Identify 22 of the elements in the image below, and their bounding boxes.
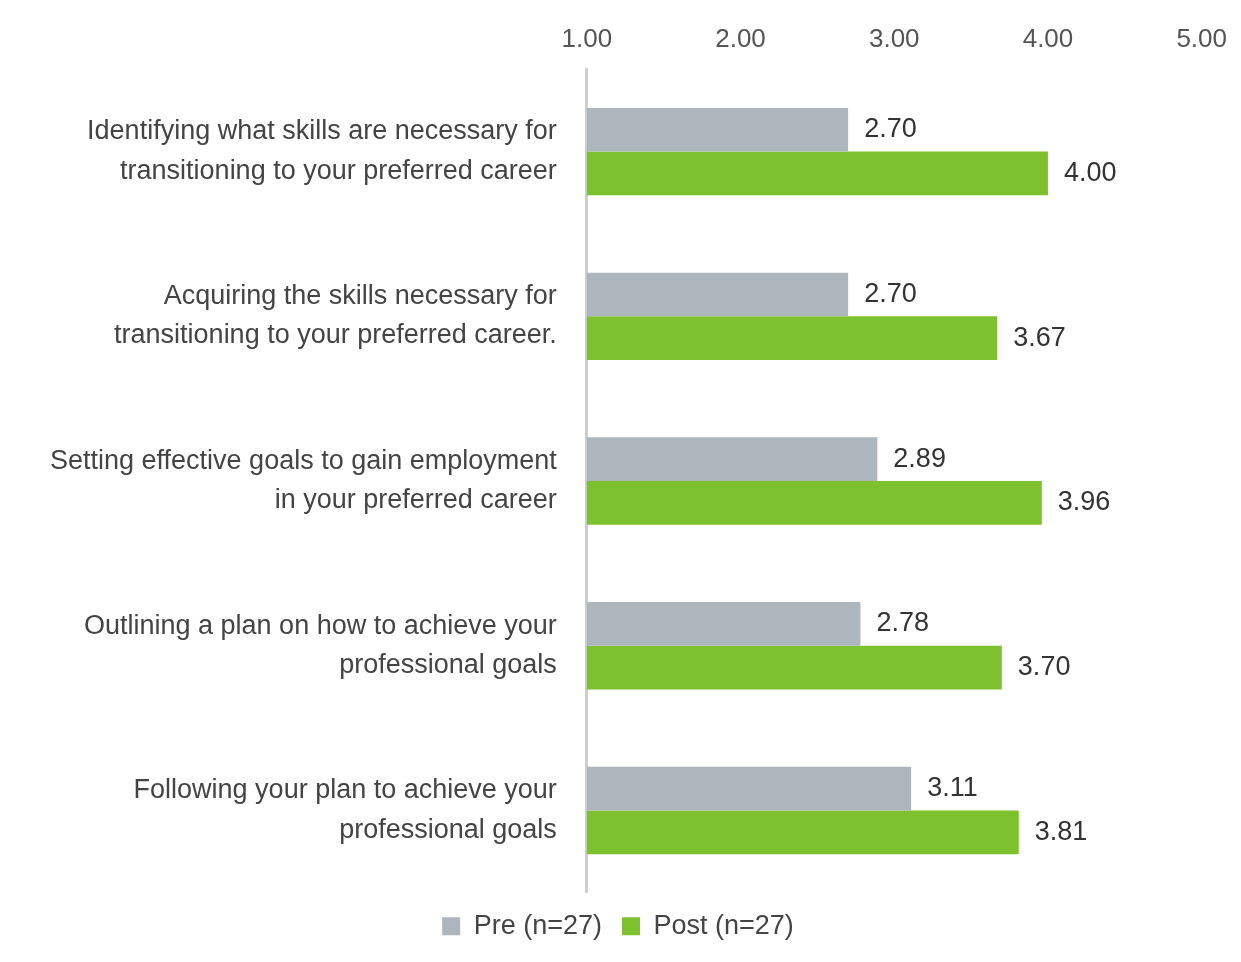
- y-tick-label: Following your plan to achieve your professional goals: [133, 774, 557, 844]
- x-tick-label: 2.00: [715, 22, 766, 53]
- x-tick-label: 5.00: [1176, 22, 1227, 53]
- data-label: 2.78: [876, 607, 929, 638]
- data-label: 3.70: [1017, 651, 1071, 682]
- y-tick-label: Acquiring the skills necessary for transitioning to your preferred career.: [114, 280, 557, 350]
- data-label: 2.89: [893, 442, 946, 473]
- data-label: 3.81: [1034, 815, 1088, 846]
- x-tick-label: 1.00: [561, 22, 613, 53]
- data-label: 3.11: [927, 772, 978, 803]
- data-label: 3.67: [1013, 321, 1066, 352]
- y-tick-label: Setting effective goals to gain employment in your preferred career: [49, 444, 558, 515]
- x-tick-label: 4.00: [1022, 22, 1074, 53]
- legend-label: Post (n=27): [653, 909, 794, 940]
- data-label: 2.70: [864, 113, 917, 144]
- data-label: 2.70: [864, 277, 917, 308]
- legend-label: Pre (n=27): [473, 909, 603, 940]
- y-tick-label: Identifying what skills are necessary for transitioning to your preferred career: [87, 115, 557, 185]
- x-tick-label: 3.00: [868, 22, 920, 53]
- data-label: 4.00: [1063, 156, 1117, 187]
- data-label: 3.96: [1057, 486, 1111, 517]
- y-tick-label: Outlining a plan on how to achieve your professional goals: [83, 609, 557, 679]
